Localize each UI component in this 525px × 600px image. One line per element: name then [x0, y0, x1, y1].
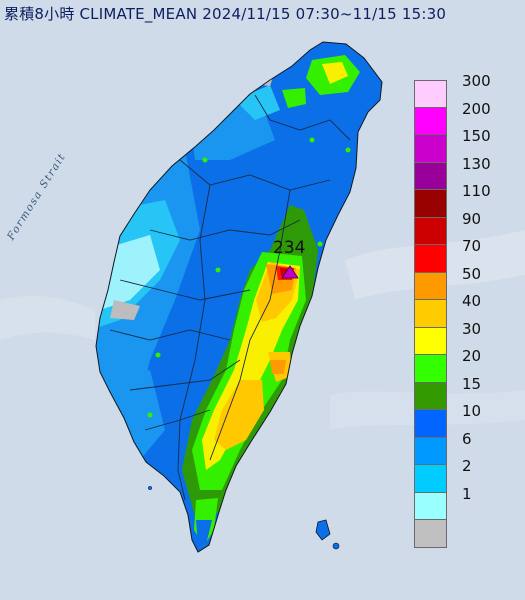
- legend-label: 110: [462, 182, 491, 200]
- legend-label: 300: [462, 72, 491, 90]
- legend-row: 90: [414, 210, 518, 245]
- rainfall-legend: 300 200 150 130 110 90 70 50 40 30 20 15 10 6 2 1: [414, 72, 518, 548]
- rain-area-30mm: [322, 62, 348, 84]
- legend-label: 70: [462, 237, 482, 255]
- legend-row: 50: [414, 265, 518, 300]
- legend-row: 10: [414, 402, 518, 438]
- legend-label: 40: [462, 292, 482, 310]
- legend-swatch: [414, 300, 447, 328]
- legend-row: [414, 520, 518, 548]
- legend-label: 150: [462, 127, 491, 145]
- offshore-island: [315, 519, 331, 541]
- rain-area-2mm: [235, 85, 280, 120]
- legend-swatch: [414, 492, 447, 520]
- offshore-island: [332, 542, 340, 550]
- legend-row: 40: [414, 292, 518, 328]
- offshore-island: [147, 485, 153, 491]
- legend-label: 90: [462, 209, 482, 228]
- legend-swatch: [414, 190, 447, 218]
- legend-label: 200: [462, 99, 491, 118]
- legend-swatch: [414, 327, 447, 355]
- legend-swatch: [414, 162, 447, 190]
- legend-swatch: [414, 382, 447, 410]
- rain-area-40mm: [214, 380, 264, 450]
- taiwan-coastline: [95, 41, 383, 553]
- no-data-area: [110, 300, 140, 320]
- rain-area-10mm: [196, 520, 212, 545]
- legend-row: 1: [414, 485, 518, 520]
- legend-row: 300: [414, 72, 518, 108]
- legend-row: 6: [414, 430, 518, 465]
- legend-label: 20: [462, 347, 482, 365]
- legend-swatch: [414, 410, 447, 438]
- legend-label: 30: [462, 319, 482, 338]
- station-dots: [147, 92, 351, 418]
- legend-label: 130: [462, 154, 491, 173]
- legend-label: 10: [462, 402, 482, 420]
- legend-row: 150: [414, 127, 518, 163]
- map-title: 累積8小時 CLIMATE_MEAN 2024/11/15 07:30~11/1…: [4, 5, 447, 23]
- legend-row: 30: [414, 320, 518, 355]
- legend-swatch: [414, 245, 447, 273]
- legend-row: 20: [414, 347, 518, 383]
- legend-row: 130: [414, 155, 518, 190]
- legend-label: 6: [462, 429, 472, 448]
- legend-swatch: [414, 272, 447, 300]
- legend-row: 15: [414, 375, 518, 410]
- legend-swatch: [414, 437, 447, 465]
- legend-label: 1: [462, 484, 472, 503]
- county-boundaries: [109, 94, 351, 501]
- legend-label: 15: [462, 374, 482, 393]
- legend-row: 2: [414, 457, 518, 493]
- legend-swatch: [414, 355, 447, 383]
- legend-swatch: [414, 520, 447, 548]
- legend-row: 200: [414, 100, 518, 135]
- rain-area-50mm: [270, 360, 286, 374]
- legend-row: 110: [414, 182, 518, 218]
- legend-swatch: [414, 135, 447, 163]
- rain-area-20mm: [282, 88, 306, 108]
- max-rainfall-value: 234: [273, 238, 306, 258]
- legend-swatch: [414, 107, 447, 135]
- legend-label: 2: [462, 457, 472, 475]
- legend-row: 70: [414, 237, 518, 273]
- legend-swatch: [414, 80, 447, 108]
- legend-label: 50: [462, 264, 482, 283]
- legend-swatch: [414, 217, 447, 245]
- cloud-streak: [0, 295, 95, 340]
- legend-swatch: [414, 465, 447, 493]
- triangle-marker-icon: [281, 265, 299, 279]
